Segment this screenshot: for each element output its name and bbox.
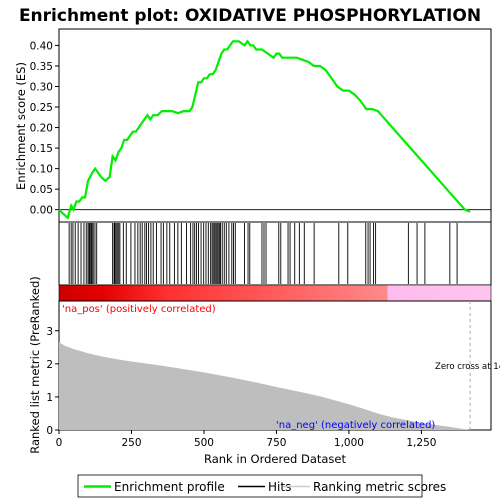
es-y-tick-label: 0.40 [30,40,53,52]
es-y-tick-label: 0.35 [30,61,53,73]
es-y-tick-label: 0.05 [30,184,53,196]
metric-y-tick-label: 1 [46,392,53,404]
es-y-tick-label: 0.15 [30,143,53,155]
legend: Enrichment profile Hits Ranking metric s… [77,474,446,498]
metric-y-tick-label: 0 [46,425,53,437]
chart-title: Enrichment plot: OXIDATIVE PHOSPHORYLATI… [19,6,481,26]
es-panel: 0.00 0.05 0.10 0.15 0.20 0.25 0.30 0.35 0.40 Enr… [14,28,492,223]
es-panel-frame [58,28,492,223]
es-curve [58,39,471,220]
es-y-tick-label: 0.20 [30,123,53,135]
es-y-axis-label: Enrichment score (ES) [14,62,28,190]
legend-label-metric: Ranking metric scores [313,480,446,494]
negative-correlation-label: 'na_neg' (negatively correlated) [276,420,435,431]
metric-area [59,342,471,430]
metric-y-tick-label: 2 [46,359,53,371]
es-y-tick-label: 0.30 [30,81,53,93]
rank-heatmap-bar [58,284,492,302]
x-tick-label: 250 [121,437,141,449]
zero-cross-label: Zero cross at 1418 [435,362,500,372]
x-tick-label: 1,000 [334,437,364,449]
metric-y-tick-label: 3 [46,326,53,338]
es-y-tick-label: 0.00 [30,205,53,217]
metric-y-axis-label: Ranked list metric (PreRanked) [28,276,42,454]
es-y-tick-label: 0.25 [30,102,53,114]
legend-label-hits: Hits [268,480,291,494]
x-tick-label: 750 [266,437,286,449]
legend-label-es: Enrichment profile [114,480,225,494]
x-tick-label: 1,250 [406,437,436,449]
x-tick-label: 0 [56,437,63,449]
x-axis-label: Rank in Ordered Dataset [204,452,347,466]
x-tick-label: 500 [194,437,214,449]
hits-panel [58,221,492,286]
es-y-tick-label: 0.10 [30,164,53,176]
positive-correlation-label: 'na_pos' (positively correlated) [62,304,216,315]
metric-panel: Zero cross at 1418 'na_pos' (positively … [28,276,500,454]
